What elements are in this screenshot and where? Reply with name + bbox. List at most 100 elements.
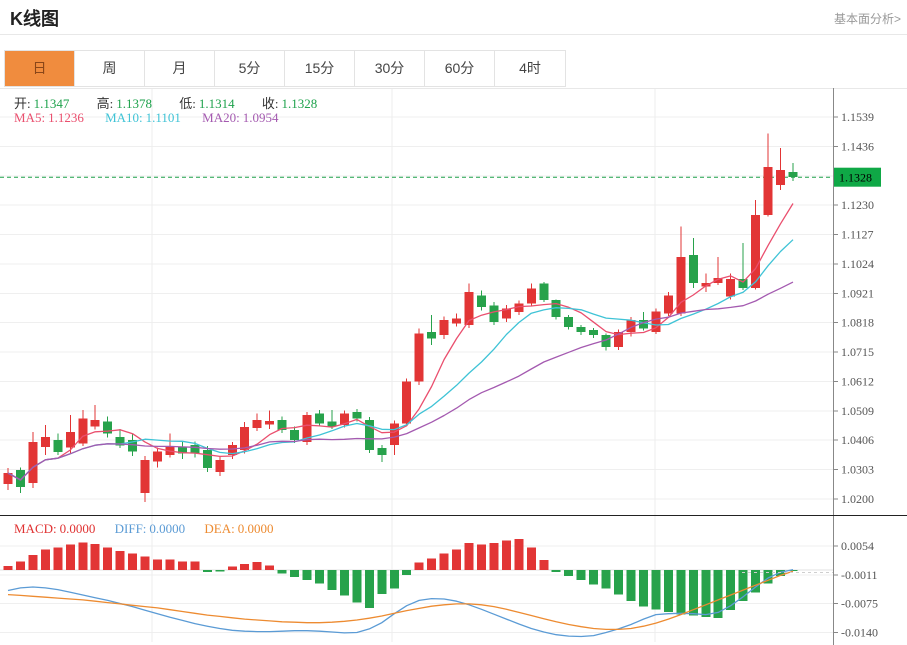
macd-bar — [177, 561, 187, 570]
macd-bar — [377, 570, 387, 595]
candle-body — [377, 448, 387, 456]
candle-body — [751, 215, 761, 288]
macd-bar — [688, 570, 698, 616]
candle-body — [663, 295, 673, 314]
macd-tick-label: -0.0140 — [841, 625, 878, 639]
macd-bar — [78, 542, 88, 570]
price-tick-label: 1.1436 — [841, 139, 874, 153]
candle-body — [128, 439, 138, 452]
fundamental-analysis-link[interactable]: 基本面分析> — [833, 12, 901, 26]
candles — [3, 133, 798, 502]
candle-body — [676, 256, 686, 314]
tab-period-5[interactable]: 30分 — [355, 51, 425, 86]
price-tick-label: 1.0303 — [841, 463, 874, 477]
series-layer — [0, 133, 833, 638]
macd-bar — [115, 550, 125, 570]
candle-body — [115, 437, 125, 446]
tab-period-2[interactable]: 月 — [145, 51, 215, 86]
macd-bar — [539, 560, 549, 570]
macd-tick-label: -0.0075 — [841, 596, 878, 610]
current-price-tag — [834, 167, 881, 187]
dea-line — [7, 570, 794, 631]
candle-body — [140, 460, 150, 494]
macd-bar — [564, 570, 574, 576]
candle-body — [202, 449, 212, 469]
macd-bar — [427, 558, 437, 570]
macd-bar — [302, 570, 312, 580]
candle-body — [726, 278, 736, 297]
macd-bar — [663, 570, 673, 612]
price-tick-label: 1.1539 — [841, 110, 874, 124]
tab-period-7[interactable]: 4时 — [519, 60, 541, 76]
candle-body — [90, 419, 100, 427]
kline-chart-canvas[interactable]: 1.1539 1.1436 1.1230 1.1127 1.1024 1.0921 1.08… — [0, 88, 907, 645]
candle-body — [103, 421, 113, 434]
ma5-label: MA5: — [14, 110, 46, 125]
candle-body — [526, 288, 536, 304]
candle-body — [265, 420, 275, 425]
candle-body — [352, 411, 362, 419]
candle-body — [489, 305, 499, 323]
macd-bar — [452, 549, 462, 570]
macd-bar — [701, 570, 711, 617]
candle-body — [290, 429, 300, 441]
tab-period-4[interactable]: 15分 — [285, 51, 355, 86]
macd-bar — [103, 547, 113, 570]
macd-bar — [128, 553, 138, 570]
candle-body — [738, 278, 748, 288]
macd-bar — [352, 570, 362, 603]
tab-period-6[interactable]: 60分 — [425, 51, 495, 86]
macd-bar — [252, 561, 262, 570]
candle-body — [3, 473, 13, 484]
ma-readout: MA5: 1.1236 MA10: 1.1101 MA20: 1.0954 — [14, 110, 296, 126]
candle-body — [688, 255, 698, 284]
candle-body — [177, 446, 187, 454]
low-value: 1.1314 — [198, 96, 235, 111]
close-value: 1.1328 — [281, 96, 318, 111]
candle-body — [638, 320, 648, 329]
macd-value: 0.0000 — [59, 521, 96, 536]
ma20-value: 1.0954 — [242, 110, 279, 125]
macd-bar — [215, 570, 225, 572]
candle-body — [364, 419, 374, 450]
candle-body — [788, 171, 798, 178]
tab-period-3[interactable]: 5分 — [215, 51, 285, 86]
price-tick-label: 1.0406 — [841, 433, 874, 447]
macd-bar — [788, 570, 798, 571]
ohlc-readout: 开: 1.1347 高: 1.1378 低: 1.1314 收: 1.1328 — [14, 93, 341, 112]
macd-bar — [526, 547, 536, 570]
candle-body — [427, 331, 437, 339]
macd-bar — [190, 561, 200, 570]
candle-body — [514, 303, 524, 312]
macd-bar — [364, 570, 374, 608]
macd-bar — [202, 570, 212, 572]
macd-bar — [614, 570, 624, 595]
macd-bar — [638, 570, 648, 607]
macd-bar — [589, 570, 599, 585]
candle-body — [626, 320, 636, 332]
candle-body — [601, 335, 611, 347]
period-tabs: 日周月 5分 15分 30分 60分 4时 — [4, 50, 566, 87]
price-tick-label: 1.1024 — [841, 257, 874, 271]
macd-bar — [576, 570, 586, 580]
candle-body — [464, 291, 474, 325]
candle-body — [713, 277, 723, 284]
macd-bar — [3, 565, 13, 570]
ma5-line — [7, 203, 794, 481]
macd-bar — [489, 542, 499, 570]
tab-period-0[interactable]: 日 — [5, 51, 75, 86]
candle-body — [240, 426, 250, 450]
open-label: 开: — [14, 96, 31, 111]
candle-body — [476, 295, 486, 308]
ma10-value: 1.1101 — [145, 110, 181, 125]
macd-bar — [290, 570, 300, 578]
candle-body — [315, 413, 324, 424]
price-tick-label: 1.1127 — [841, 228, 874, 242]
tab-period-1[interactable]: 周 — [75, 51, 145, 86]
diff-value: 0.0000 — [149, 521, 186, 536]
price-tick-label: 1.0921 — [841, 286, 874, 300]
ma10-line — [7, 239, 794, 481]
candle-body — [339, 413, 349, 426]
macd-bar — [265, 565, 275, 570]
candle-body — [327, 421, 337, 427]
